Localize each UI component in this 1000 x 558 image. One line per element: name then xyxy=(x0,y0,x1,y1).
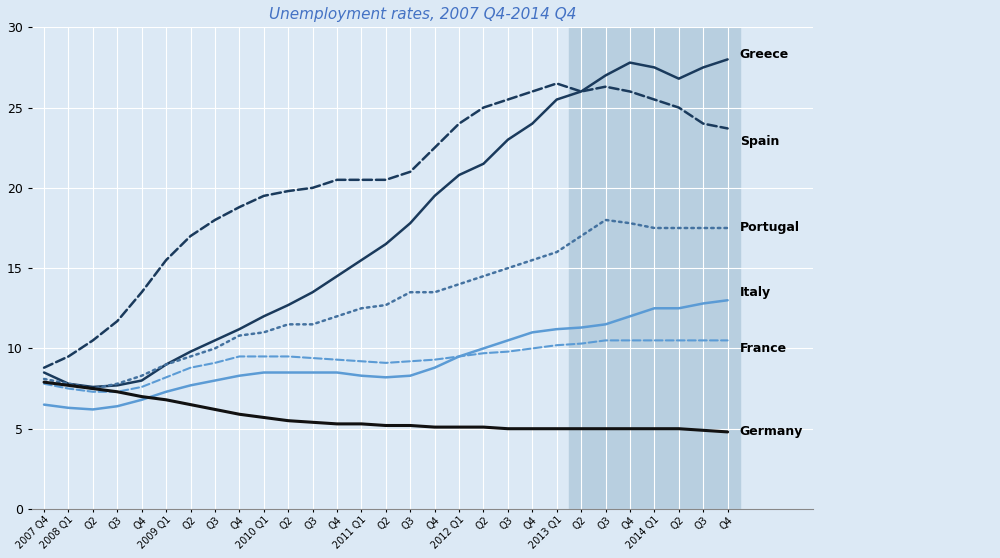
Text: Italy: Italy xyxy=(740,286,771,299)
Title: Unemployment rates, 2007 Q4-2014 Q4: Unemployment rates, 2007 Q4-2014 Q4 xyxy=(269,7,576,22)
Text: Spain: Spain xyxy=(740,135,779,148)
Text: Portugal: Portugal xyxy=(740,222,800,234)
Text: France: France xyxy=(740,342,787,355)
Text: Germany: Germany xyxy=(740,425,803,439)
Bar xyxy=(569,27,740,509)
Text: Greece: Greece xyxy=(740,48,789,61)
